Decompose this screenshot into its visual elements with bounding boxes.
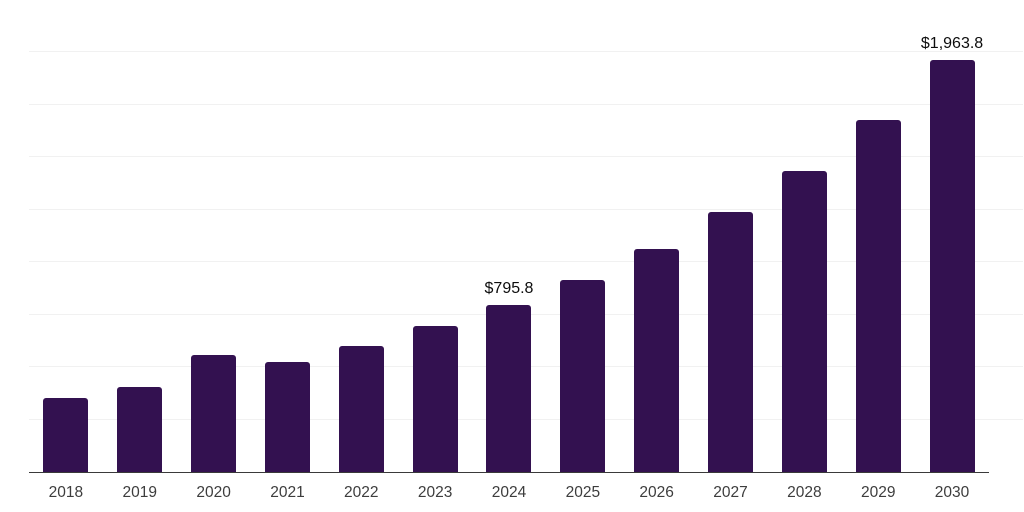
bar	[855, 119, 901, 472]
bar-slot: $1,963.8	[915, 0, 989, 472]
bar-slot	[841, 0, 915, 472]
bar-slot	[398, 0, 472, 472]
bar	[781, 170, 827, 472]
bar	[560, 279, 606, 472]
bar-slot	[103, 0, 177, 472]
bar	[708, 212, 754, 472]
bar	[43, 397, 89, 472]
x-axis-tick-label: 2019	[122, 484, 157, 501]
bar-slot	[546, 0, 620, 472]
bar	[634, 248, 680, 472]
bar	[264, 361, 310, 472]
bar-slot: $795.8	[472, 0, 546, 472]
x-axis-tick-label: 2024	[491, 484, 527, 501]
bar-slot	[694, 0, 768, 472]
x-axis-tick-label: 2021	[270, 484, 305, 501]
x-axis-labels: 2018 2019 2020 2021 2022 2023 2024 2025 2026 2027…	[29, 484, 989, 502]
x-axis-tick-label: 2029	[860, 484, 896, 501]
x-axis-tick-label: 2023	[417, 484, 453, 501]
x-axis-tick-label: 2018	[48, 484, 84, 501]
bar-value-label: $1,963.8	[920, 35, 984, 53]
bar-slot	[767, 0, 841, 472]
x-axis-tick-label: 2027	[713, 484, 748, 501]
bar	[486, 305, 532, 472]
x-axis-tick-label: 2025	[565, 484, 601, 501]
x-axis-tick-label: 2020	[196, 484, 231, 501]
bar	[117, 387, 163, 472]
x-axis-tick-label: 2028	[787, 484, 822, 501]
bar-slot	[29, 0, 103, 472]
x-axis-tick-label: 2022	[344, 484, 379, 501]
bar	[412, 326, 458, 472]
bar-slot	[251, 0, 325, 472]
bar-slot	[620, 0, 694, 472]
x-axis-tick-label: 2026	[639, 484, 674, 501]
x-axis-tick-label: 2030	[934, 484, 970, 501]
plot-area: $795.8 $1,963.8	[29, 0, 989, 473]
bar	[191, 354, 237, 472]
bar-slot	[324, 0, 398, 472]
bar	[338, 346, 384, 472]
bar-slot	[177, 0, 251, 472]
bar-value-label: $795.8	[484, 280, 534, 298]
bar	[929, 60, 975, 472]
